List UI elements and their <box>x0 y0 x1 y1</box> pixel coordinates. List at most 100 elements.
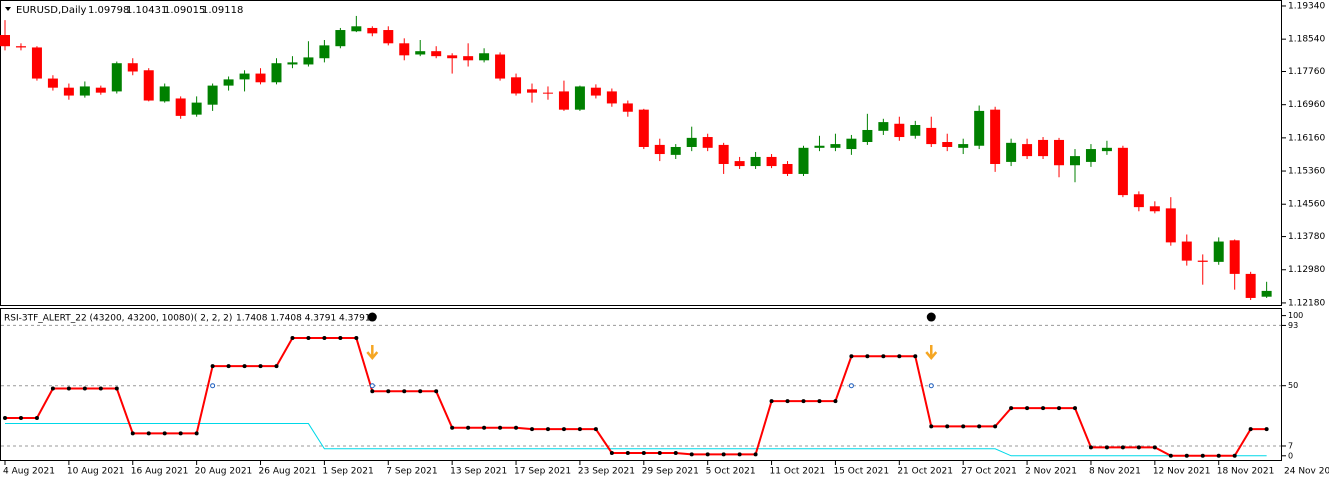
x-tick-label: 5 Oct 2021 <box>706 467 756 477</box>
x-tick-label: 26 Aug 2021 <box>259 467 317 477</box>
line-point <box>1072 406 1077 411</box>
main-panel <box>0 0 1282 306</box>
candle-body <box>1101 147 1112 152</box>
x-tick-label: 1 Sep 2021 <box>322 467 373 477</box>
line-point <box>386 389 391 394</box>
menu-triangle[interactable] <box>5 7 11 11</box>
candle-body <box>175 98 186 116</box>
candle-body <box>207 85 218 105</box>
line-point <box>1216 453 1221 458</box>
line-point <box>577 427 582 432</box>
line-point <box>1104 445 1109 450</box>
candle-body <box>159 86 170 102</box>
candle-body <box>990 109 1001 164</box>
line-point <box>1009 406 1014 411</box>
line-point <box>673 450 678 455</box>
candle-body <box>495 54 506 79</box>
line-point <box>1184 453 1189 458</box>
x-tick-label: 11 Oct 2021 <box>770 467 826 477</box>
line-point <box>1057 406 1062 411</box>
line-point <box>274 364 279 369</box>
candle-body <box>255 73 266 83</box>
indicator-line <box>5 423 1267 457</box>
candle-body <box>542 92 553 94</box>
line-point <box>737 452 742 457</box>
candle-body <box>63 87 74 96</box>
alert-arrow <box>925 345 938 361</box>
line-point <box>98 386 103 391</box>
line-point <box>338 336 343 341</box>
line-point <box>1041 406 1046 411</box>
indicator-title: RSI-3TF_ALERT_22 (43200, 43200, 10080)( … <box>4 314 232 324</box>
candle-body <box>383 30 394 44</box>
candle-body <box>830 144 841 148</box>
candle-body <box>1117 147 1128 196</box>
candle-body <box>47 78 58 88</box>
candle-body <box>1149 206 1160 212</box>
line-point <box>258 364 263 369</box>
x-tick-label: 23 Sep 2021 <box>578 467 635 477</box>
line-point <box>561 427 566 432</box>
candle-body <box>1054 139 1065 166</box>
line-point <box>306 336 311 341</box>
candle-body <box>654 144 665 155</box>
candle-body <box>782 163 793 174</box>
indicator-values: 1.7408 1.7408 4.3791 4.3791 <box>236 314 371 324</box>
candle-body <box>0 35 10 47</box>
y-tick-label: 1.16960 <box>1288 100 1325 110</box>
candle-body <box>1197 260 1208 262</box>
x-tick-label: 13 Sep 2021 <box>450 467 507 477</box>
y-tick-label: 0 <box>1288 451 1293 460</box>
x-tick-label: 16 Aug 2021 <box>131 467 189 477</box>
candle-body <box>1261 290 1272 297</box>
x-tick-label: 21 Oct 2021 <box>897 467 953 477</box>
line-point <box>1136 445 1141 450</box>
candle-body <box>1133 194 1144 208</box>
line-point <box>50 386 55 391</box>
line-point <box>530 427 535 432</box>
line-point <box>1168 453 1173 458</box>
candle-body <box>798 147 809 174</box>
candle-body <box>15 46 26 48</box>
candle-body <box>750 156 761 167</box>
x-tick-label: 15 Oct 2021 <box>833 467 889 477</box>
candle-body <box>191 102 202 115</box>
line-point <box>689 452 694 457</box>
candle-body <box>79 86 90 96</box>
candle-body <box>287 62 298 65</box>
candle-body <box>894 123 905 138</box>
line-point <box>130 431 135 436</box>
candle-body <box>734 161 745 167</box>
x-tick-label: 7 Sep 2021 <box>386 467 437 477</box>
line-point <box>242 364 247 369</box>
line-point <box>865 354 870 359</box>
candle-body <box>367 27 378 34</box>
ohlc-close: 1.09118 <box>202 5 243 16</box>
candle-body <box>271 63 282 83</box>
candle-body <box>558 91 569 110</box>
line-point <box>82 386 87 391</box>
x-tick-label: 29 Sep 2021 <box>642 467 699 477</box>
line-point <box>146 431 151 436</box>
line-point <box>322 336 327 341</box>
line-point <box>753 452 758 457</box>
line-point <box>1232 453 1237 458</box>
line-point <box>913 354 918 359</box>
line-point <box>178 431 183 436</box>
line-point <box>450 425 455 430</box>
line-point <box>466 425 471 430</box>
candle-body <box>1245 273 1256 298</box>
alert-dot <box>367 312 377 322</box>
line-point <box>657 450 662 455</box>
indicator-line <box>5 337 1267 457</box>
candle-body <box>974 110 985 146</box>
line-point <box>945 424 950 429</box>
candle-body <box>463 56 474 61</box>
line-point <box>1152 445 1157 450</box>
candle-body <box>942 142 953 147</box>
candle-body <box>814 145 825 148</box>
x-tick-label: 8 Nov 2021 <box>1089 467 1141 477</box>
line-point <box>114 386 119 391</box>
symbol-title: EURUSD,Daily <box>16 5 87 16</box>
